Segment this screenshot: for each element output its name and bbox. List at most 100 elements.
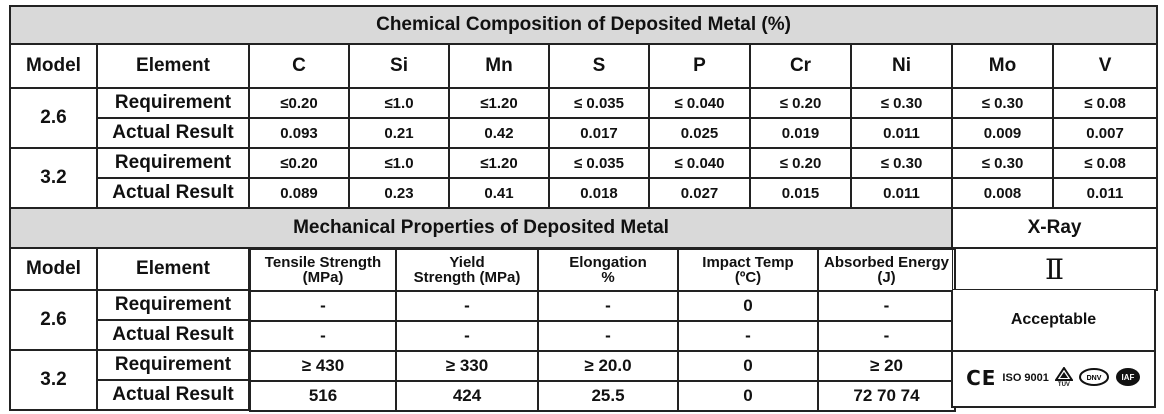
cell: 0 bbox=[677, 350, 819, 382]
row-label: Requirement bbox=[96, 289, 250, 321]
table-row: 2.6 Requirement ≤0.20 ≤1.0 ≤1.20 ≤ 0.035… bbox=[9, 87, 1159, 149]
table-row: - - - - - bbox=[249, 320, 956, 352]
cert-marks: CE ISO 9001 TÜV DNV IAF bbox=[953, 350, 1154, 406]
cell: ≤0.20 bbox=[248, 87, 350, 119]
cell: ≥ 20.0 bbox=[537, 350, 679, 382]
acceptable-text: Acceptable bbox=[1010, 311, 1097, 328]
iso-9001-label: ISO 9001 bbox=[1002, 372, 1049, 384]
cell: - bbox=[395, 320, 539, 352]
cell: 72 70 74 bbox=[817, 380, 956, 412]
mech-col-element: Element bbox=[96, 247, 250, 291]
table-row: 516 424 25.5 0 72 70 74 bbox=[249, 380, 956, 412]
cell: 0.009 bbox=[951, 117, 1054, 149]
chem-col-model: Model bbox=[9, 43, 98, 89]
cell: 424 bbox=[395, 380, 539, 412]
table-row: Actual Result 0.089 0.23 0.41 0.018 0.02… bbox=[10, 177, 1159, 209]
cell: ≤ 0.30 bbox=[850, 87, 953, 119]
row-label: Requirement bbox=[96, 349, 250, 381]
impact-line1: Impact Temp bbox=[702, 254, 794, 271]
cell: ≤ 0.20 bbox=[749, 87, 852, 119]
chem-col-ni: Ni bbox=[850, 43, 953, 89]
svg-text:IAF: IAF bbox=[1121, 373, 1134, 382]
cell: ≤ 0.20 bbox=[749, 147, 852, 179]
elong-line2: % bbox=[601, 269, 615, 286]
xray-title: X-Ray bbox=[950, 207, 1159, 249]
cell: ≤1.0 bbox=[348, 87, 450, 119]
chem-col-si: Si bbox=[348, 43, 450, 89]
mech-col-energy: Absorbed Energy (J) bbox=[817, 248, 956, 292]
mech-model-3-2: 3.2 bbox=[9, 349, 98, 411]
mech-model-2-6: 2.6 bbox=[9, 289, 98, 351]
cell: 0.007 bbox=[1051, 117, 1159, 149]
cell: 0.019 bbox=[749, 117, 852, 149]
yield-line1: Yield bbox=[449, 254, 485, 271]
yield-line2: Strength (MPa) bbox=[413, 269, 521, 286]
cell: - bbox=[395, 290, 539, 322]
row-label: Requirement bbox=[96, 87, 250, 119]
chem-col-s: S bbox=[548, 43, 650, 89]
cell: ≤1.20 bbox=[448, 87, 550, 119]
mech-col-elongation: Elongation % bbox=[537, 248, 679, 292]
cell: 0.089 bbox=[248, 177, 350, 209]
tuv-logo-icon: TÜV bbox=[1054, 367, 1073, 389]
row-label: Requirement bbox=[96, 147, 250, 179]
cell: 516 bbox=[249, 380, 397, 412]
cell: 25.5 bbox=[537, 380, 679, 412]
cell: 0.21 bbox=[348, 117, 450, 149]
impact-line2: (ºC) bbox=[734, 269, 762, 286]
mech-header-row: Tensile Strength (MPa) Yield Strength (M… bbox=[249, 248, 956, 292]
chem-col-v: V bbox=[1051, 43, 1159, 89]
row-label: Actual Result bbox=[96, 379, 250, 411]
cell: 0.011 bbox=[850, 117, 953, 149]
ce-mark-icon: CE bbox=[966, 366, 997, 390]
cell: 0.093 bbox=[248, 117, 350, 149]
cell: ≥ 330 bbox=[395, 350, 539, 382]
cell: ≤ 0.035 bbox=[548, 147, 650, 179]
table-row: ≥ 430 ≥ 330 ≥ 20.0 0 ≥ 20 bbox=[249, 350, 956, 382]
cell: ≤ 0.040 bbox=[648, 87, 751, 119]
mech-grid: Tensile Strength (MPa) Yield Strength (M… bbox=[249, 248, 956, 412]
xray-grade: Ⅱ bbox=[1045, 252, 1065, 286]
chem-col-element: Element bbox=[96, 43, 250, 89]
table-row: Actual Result bbox=[10, 319, 1157, 351]
energy-line2: (J) bbox=[877, 269, 896, 286]
chem-col-p: P bbox=[648, 43, 751, 89]
cell: 0.015 bbox=[749, 177, 852, 209]
cell: 0 bbox=[677, 380, 819, 412]
table-row: Actual Result 0.093 0.21 0.42 0.017 0.02… bbox=[10, 117, 1159, 149]
mech-col-impact: Impact Temp (ºC) bbox=[677, 248, 819, 292]
cell: 0 bbox=[677, 290, 819, 322]
table-row: 3.2 Requirement bbox=[9, 349, 1157, 411]
cell: 0.011 bbox=[1051, 177, 1159, 209]
tensile-line1: Tensile Strength bbox=[264, 254, 382, 271]
chem-col-mn: Mn bbox=[448, 43, 550, 89]
chem-col-c: C bbox=[248, 43, 350, 89]
cell: 0.23 bbox=[348, 177, 450, 209]
cell: ≤ 0.30 bbox=[951, 87, 1054, 119]
cell: ≤ 0.08 bbox=[1051, 87, 1159, 119]
table-row: - - - 0 - bbox=[249, 290, 956, 322]
chem-header-row: Model Element C Si Mn S P Cr Ni Mo V bbox=[9, 43, 1159, 89]
cell: - bbox=[677, 320, 819, 352]
cell: 0.017 bbox=[548, 117, 650, 149]
cell: - bbox=[537, 320, 679, 352]
cell: ≤ 0.035 bbox=[548, 87, 650, 119]
cell: - bbox=[817, 290, 956, 322]
row-label: Actual Result bbox=[96, 319, 250, 351]
table-row: 2.6 Requirement bbox=[9, 289, 1157, 351]
cell: ≥ 430 bbox=[249, 350, 397, 382]
svg-text:DNV: DNV bbox=[1087, 375, 1102, 382]
cell: - bbox=[249, 320, 397, 352]
cell: ≤ 0.30 bbox=[951, 147, 1054, 179]
table-row: 3.2 Requirement ≤0.20 ≤1.0 ≤1.20 ≤ 0.035… bbox=[9, 147, 1159, 209]
cell: ≤1.20 bbox=[448, 147, 550, 179]
acceptable-cell: Acceptable bbox=[953, 290, 1154, 352]
cell: - bbox=[537, 290, 679, 322]
chem-model-3-2: 3.2 bbox=[9, 147, 98, 209]
row-label: Actual Result bbox=[96, 117, 250, 149]
iaf-logo-icon: IAF bbox=[1115, 367, 1141, 390]
cell: 0.011 bbox=[850, 177, 953, 209]
chem-col-mo: Mo bbox=[951, 43, 1054, 89]
elong-line1: Elongation bbox=[569, 254, 647, 271]
